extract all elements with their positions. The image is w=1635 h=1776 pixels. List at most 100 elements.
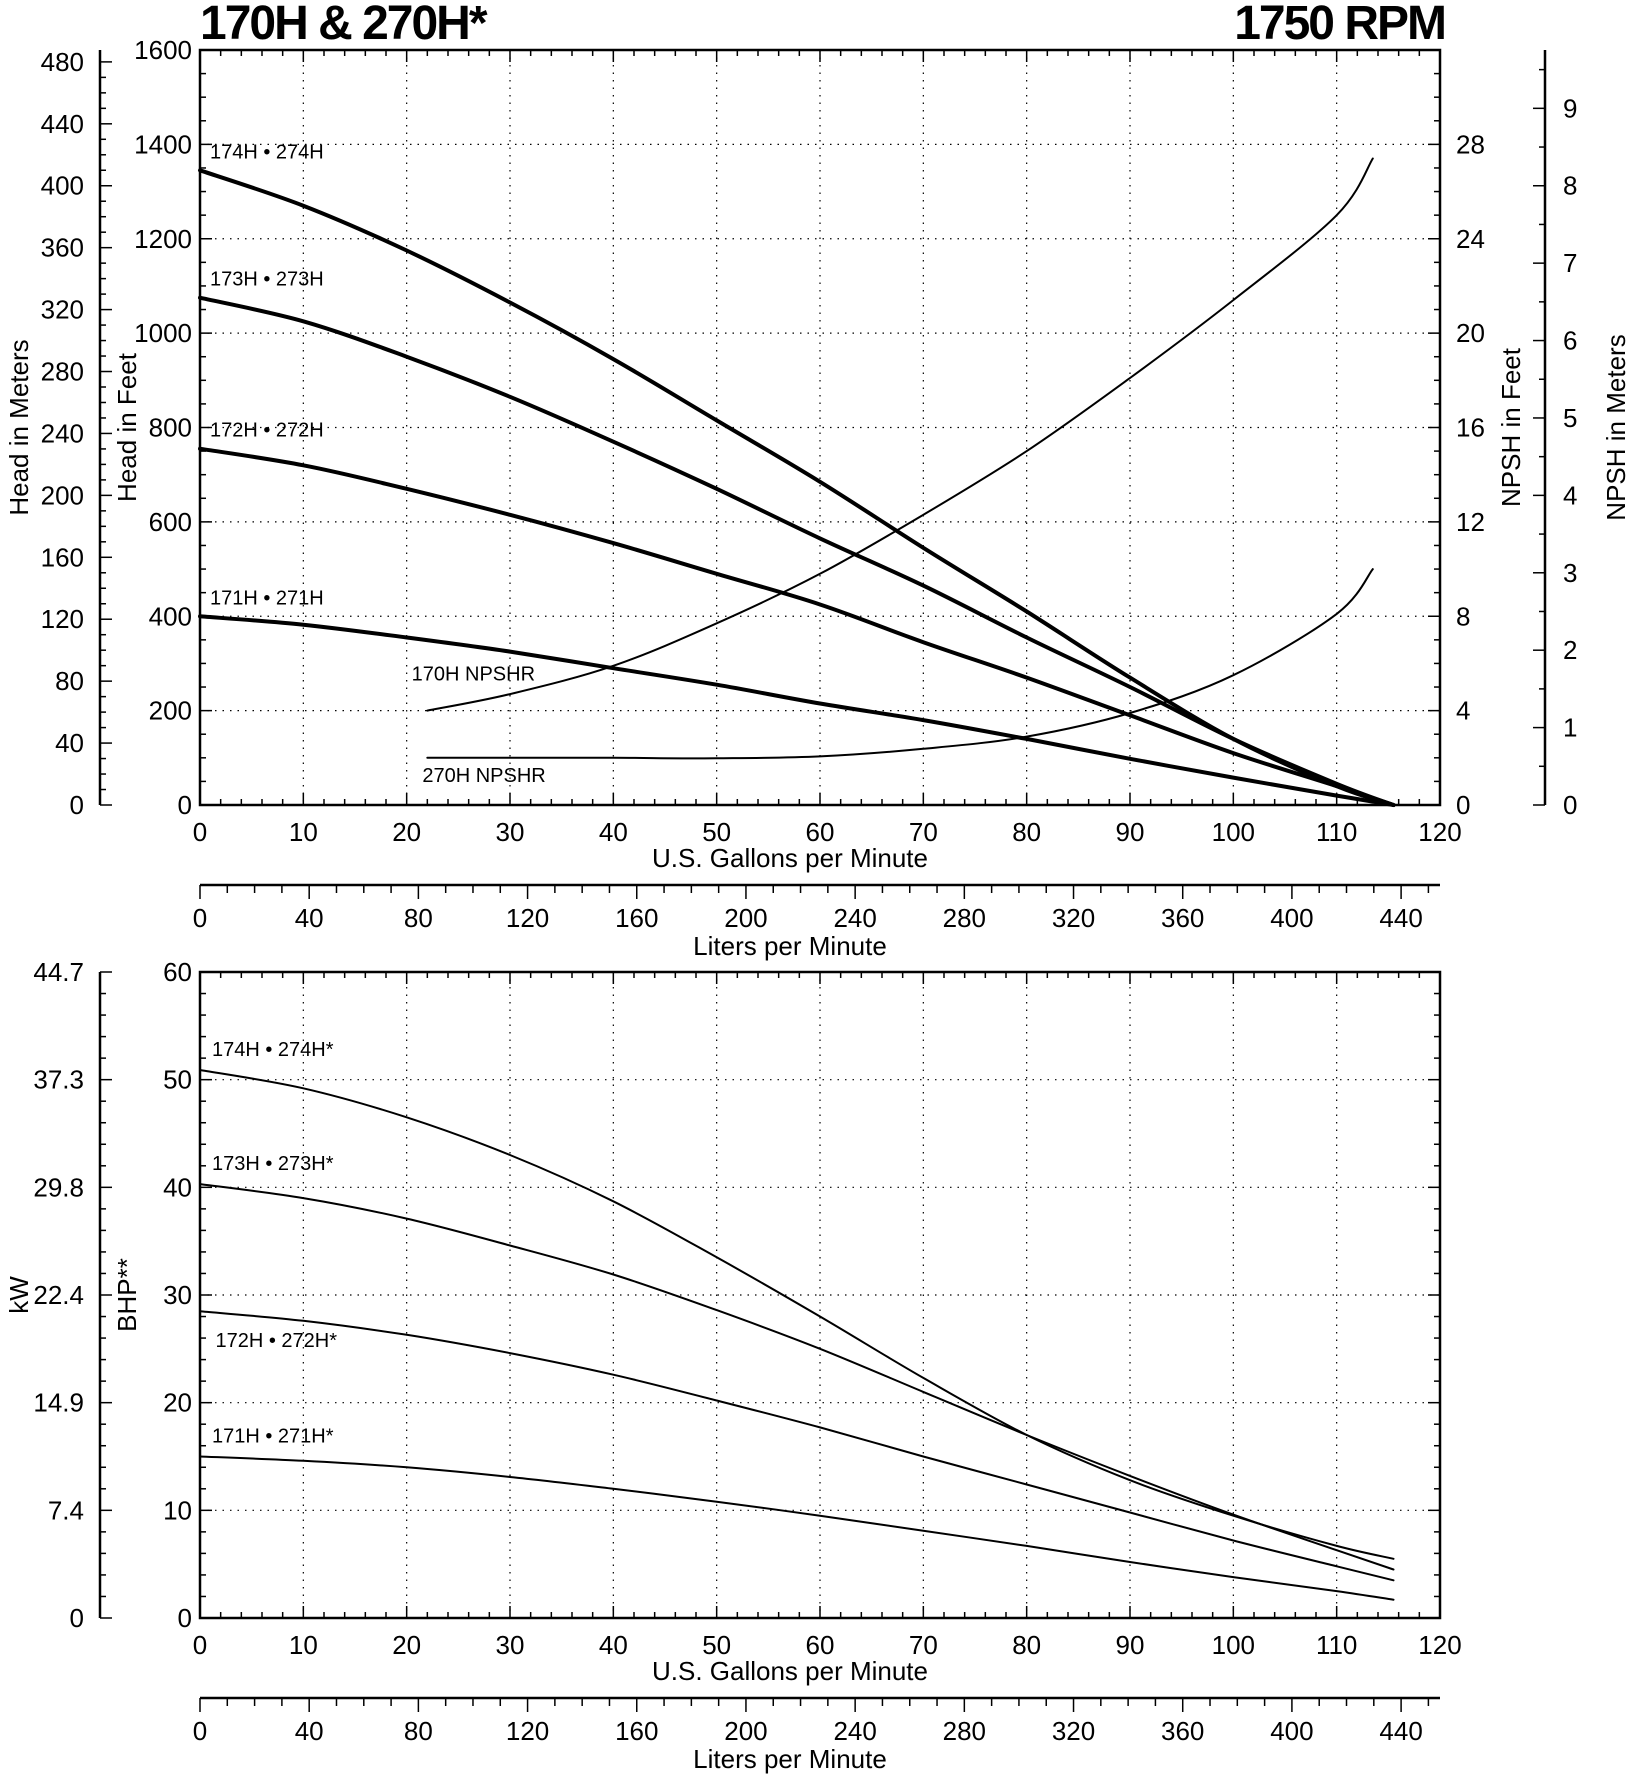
y2-tick-label: 200 bbox=[41, 480, 84, 510]
y2-tick-label: 400 bbox=[41, 171, 84, 201]
x-tick-label: 10 bbox=[289, 817, 318, 847]
series-label: 173H • 273H* bbox=[212, 1153, 334, 1175]
x-tick-label: 100 bbox=[1212, 1630, 1255, 1660]
y-tick-label-feet: 600 bbox=[149, 507, 192, 537]
x2-tick-label: 0 bbox=[193, 1716, 207, 1746]
series-line bbox=[198, 614, 1396, 807]
y4-axis-title: NPSH in Meters bbox=[1601, 334, 1631, 520]
x-tick-label: 100 bbox=[1212, 817, 1255, 847]
series-line bbox=[426, 568, 1374, 760]
x-tick-label: 60 bbox=[806, 817, 835, 847]
y4-tick-label: 4 bbox=[1563, 480, 1577, 510]
y2-tick-label-kw: 0 bbox=[70, 1603, 84, 1633]
y4-tick-label: 3 bbox=[1563, 558, 1577, 588]
y2-axis-title-kw: kW bbox=[4, 1276, 34, 1314]
x2-tick-label: 360 bbox=[1161, 1716, 1204, 1746]
series-label: 171H • 271H bbox=[210, 587, 324, 609]
x-tick-label: 110 bbox=[1316, 817, 1357, 847]
x-tick-label: 120 bbox=[1418, 817, 1461, 847]
y3-tick-label: 4 bbox=[1456, 696, 1470, 726]
x-tick-label: 80 bbox=[1012, 1630, 1041, 1660]
y-tick-label-bhp: 50 bbox=[163, 1065, 192, 1095]
series-label: 270H NPSHR bbox=[422, 765, 545, 787]
x2-tick-label: 280 bbox=[943, 903, 986, 933]
y2-tick-label: 0 bbox=[70, 790, 84, 820]
x-tick-label: 40 bbox=[599, 817, 628, 847]
y-tick-label-feet: 1600 bbox=[134, 35, 192, 65]
y-tick-label-bhp: 20 bbox=[163, 1388, 192, 1418]
x2-tick-label: 120 bbox=[506, 903, 549, 933]
y2-tick-label: 40 bbox=[55, 728, 84, 758]
x2-tick-label: 240 bbox=[833, 1716, 876, 1746]
x-tick-label: 0 bbox=[193, 817, 207, 847]
y2-tick-label-kw: 22.4 bbox=[33, 1280, 84, 1310]
series-label: 172H • 272H* bbox=[216, 1330, 338, 1352]
series-label: 170H NPSHR bbox=[412, 664, 535, 686]
y4-tick-label: 0 bbox=[1563, 790, 1577, 820]
y4-tick-label: 5 bbox=[1563, 403, 1577, 433]
series-line bbox=[199, 1069, 1395, 1560]
y3-tick-label: 20 bbox=[1456, 318, 1485, 348]
x-axis-title: U.S. Gallons per Minute bbox=[652, 843, 928, 873]
series-line bbox=[199, 1310, 1395, 1582]
y2-tick-label-kw: 29.8 bbox=[33, 1172, 84, 1202]
x2-axis-title: Liters per Minute bbox=[693, 931, 887, 961]
y4-tick-label: 2 bbox=[1563, 635, 1577, 665]
y2-tick-label: 240 bbox=[41, 418, 84, 448]
x2-tick-label: 40 bbox=[295, 1716, 324, 1746]
x-tick-label: 70 bbox=[909, 1630, 938, 1660]
y-tick-label-bhp: 40 bbox=[163, 1172, 192, 1202]
series-line bbox=[198, 168, 1396, 807]
x-tick-label: 120 bbox=[1418, 1630, 1461, 1660]
y-tick-label-feet: 400 bbox=[149, 601, 192, 631]
x2-tick-label: 160 bbox=[615, 903, 658, 933]
y-tick-label-feet: 0 bbox=[178, 790, 192, 820]
y2-tick-label-kw: 37.3 bbox=[33, 1065, 84, 1095]
x2-tick-label: 400 bbox=[1270, 903, 1313, 933]
x-tick-label: 20 bbox=[392, 817, 421, 847]
x-tick-label: 20 bbox=[392, 1630, 421, 1660]
x-tick-label: 0 bbox=[193, 1630, 207, 1660]
y2-tick-label-kw: 7.4 bbox=[48, 1495, 84, 1525]
series-label: 174H • 274H* bbox=[212, 1039, 334, 1061]
x2-tick-label: 160 bbox=[615, 1716, 658, 1746]
y-tick-label-bhp: 30 bbox=[163, 1280, 192, 1310]
x2-tick-label: 200 bbox=[724, 1716, 767, 1746]
y2-tick-label: 120 bbox=[41, 604, 84, 634]
x2-tick-label: 240 bbox=[833, 903, 876, 933]
x-tick-label: 70 bbox=[909, 817, 938, 847]
y-tick-label-bhp: 10 bbox=[163, 1495, 192, 1525]
y2-tick-label: 280 bbox=[41, 357, 84, 387]
x-tick-label: 110 bbox=[1316, 1630, 1357, 1660]
x-tick-label: 90 bbox=[1116, 1630, 1145, 1660]
y2-tick-label: 320 bbox=[41, 295, 84, 325]
y3-tick-label: 16 bbox=[1456, 413, 1485, 443]
x2-tick-label: 80 bbox=[404, 903, 433, 933]
x-tick-label: 30 bbox=[496, 1630, 525, 1660]
y2-tick-label: 440 bbox=[41, 109, 84, 139]
y3-axis-title: NPSH in Feet bbox=[1496, 347, 1526, 507]
x-tick-label: 80 bbox=[1012, 817, 1041, 847]
x-tick-label: 90 bbox=[1116, 817, 1145, 847]
y4-tick-label: 6 bbox=[1563, 326, 1577, 356]
chart-title-rpm: 1750 RPM bbox=[1234, 0, 1447, 50]
x-axis-title: U.S. Gallons per Minute bbox=[652, 1656, 928, 1686]
series-label: 174H • 274H bbox=[210, 141, 324, 163]
y-tick-label-bhp: 60 bbox=[163, 957, 192, 987]
y2-tick-label-kw: 44.7 bbox=[33, 957, 84, 987]
x-tick-label: 50 bbox=[702, 817, 731, 847]
y-tick-label-feet: 1200 bbox=[134, 224, 192, 254]
y3-tick-label: 8 bbox=[1456, 601, 1470, 631]
y-tick-label-feet: 200 bbox=[149, 696, 192, 726]
y-axis-title-feet: Head in Feet bbox=[112, 352, 142, 502]
series-line bbox=[198, 295, 1396, 807]
y-tick-label-feet: 800 bbox=[149, 413, 192, 443]
y4-tick-label: 8 bbox=[1563, 171, 1577, 201]
x2-tick-label: 440 bbox=[1379, 903, 1422, 933]
series-label: 172H • 272H bbox=[210, 420, 324, 442]
chart-title-model: 170H & 270H* bbox=[200, 0, 488, 50]
y4-tick-label: 7 bbox=[1563, 248, 1577, 278]
y2-tick-label: 80 bbox=[55, 666, 84, 696]
